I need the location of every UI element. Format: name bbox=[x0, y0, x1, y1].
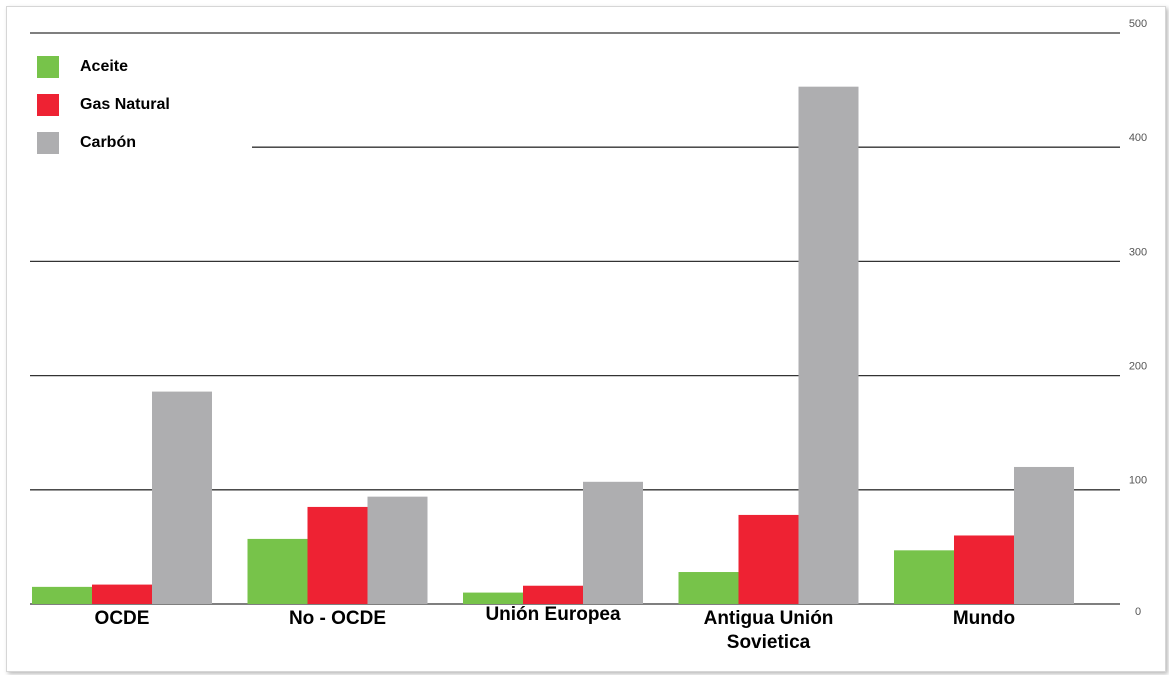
legend-swatch bbox=[37, 94, 59, 116]
bar bbox=[523, 585, 583, 604]
y-tick-label: 100 bbox=[1129, 475, 1147, 487]
bar bbox=[152, 391, 212, 604]
legend-swatch bbox=[37, 132, 59, 154]
x-tick-label: Unión Europea bbox=[485, 604, 621, 625]
bar bbox=[894, 550, 954, 604]
bar bbox=[307, 506, 368, 604]
bar bbox=[954, 535, 1014, 604]
bar bbox=[463, 592, 523, 604]
bar bbox=[1014, 466, 1074, 604]
y-tick-label: 300 bbox=[1129, 246, 1147, 258]
bar bbox=[92, 584, 152, 604]
x-tick-label: Mundo bbox=[952, 608, 1016, 629]
bar bbox=[367, 496, 428, 604]
bar bbox=[678, 572, 739, 604]
bar bbox=[738, 514, 799, 604]
y-tick-label: 0 bbox=[1135, 606, 1141, 618]
x-tick-label: Antigua Unión Sovietica bbox=[703, 608, 834, 653]
legend-label: Gas Natural bbox=[80, 96, 170, 113]
bar bbox=[32, 586, 92, 604]
legend-label: Aceite bbox=[80, 58, 128, 75]
y-tick-label: 400 bbox=[1129, 132, 1147, 144]
bar bbox=[247, 538, 308, 604]
legend-swatch bbox=[37, 56, 59, 78]
bar bbox=[798, 86, 859, 604]
bar bbox=[583, 481, 643, 604]
y-tick-label: 200 bbox=[1129, 361, 1147, 373]
x-tick-label: OCDE bbox=[94, 608, 150, 629]
x-tick-label: No - OCDE bbox=[288, 608, 387, 629]
y-tick-label: 500 bbox=[1129, 18, 1147, 30]
legend-label: Carbón bbox=[80, 134, 136, 151]
